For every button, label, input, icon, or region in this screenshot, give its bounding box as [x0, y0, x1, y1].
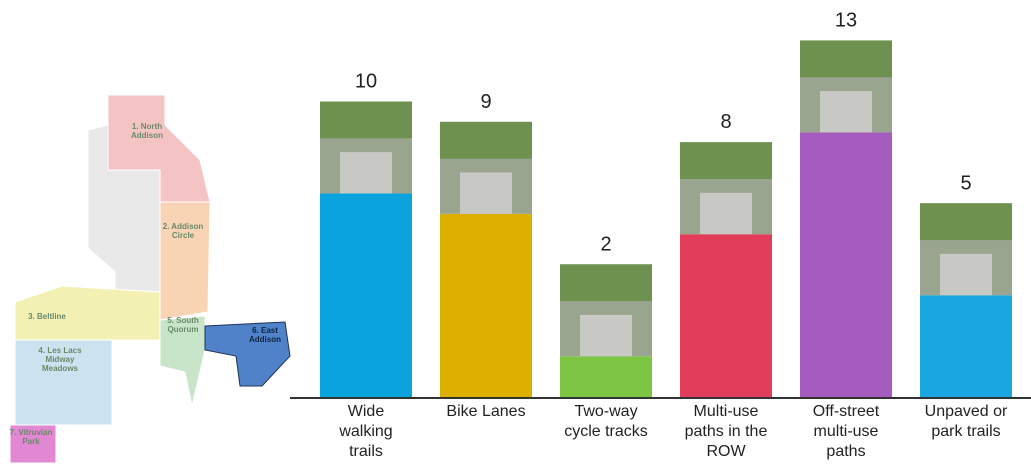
photo-path [700, 192, 752, 235]
photo-trees [560, 264, 652, 302]
x-tick-label: Two-way cycle tracks [564, 403, 648, 440]
value-label: 13 [835, 9, 857, 31]
value-label: 8 [720, 111, 731, 133]
x-tick-label: Off-street multi-use paths [812, 403, 880, 460]
photo-path [340, 152, 392, 194]
photo-trees [800, 40, 892, 78]
photo-path [820, 91, 872, 133]
x-tick-label: Wide walking trails [339, 403, 393, 460]
photo-trees [680, 142, 772, 179]
photo-trees [320, 101, 412, 139]
bar [320, 193, 412, 397]
value-label: 2 [600, 233, 611, 255]
map-region [159, 315, 206, 407]
map-region [159, 201, 211, 321]
bar [440, 213, 532, 397]
district-label: 6. East Addison [249, 326, 281, 344]
x-tick-label: Multi-use paths in the ROW [684, 403, 768, 460]
district-label: 5. South Quorum [167, 316, 199, 334]
value-label: 10 [355, 71, 377, 93]
map-region [14, 285, 161, 341]
value-label: 9 [480, 91, 491, 113]
map-region [204, 321, 291, 387]
bar [800, 132, 892, 397]
district-label: 4. Les Lacs Midway Meadows [38, 346, 82, 373]
district-label: 3. Beltline [28, 312, 66, 321]
value-label: 5 [960, 172, 971, 194]
map-region [14, 339, 113, 426]
x-tick-label: Bike Lanes [446, 403, 526, 420]
district-map [9, 94, 291, 464]
district-label: 7. Vitruvian Park [9, 428, 53, 446]
photo-trees [440, 121, 532, 159]
bar [680, 234, 772, 397]
photo-trees [920, 203, 1012, 241]
photo-path [940, 253, 992, 296]
x-tick-label: Unpaved or park trails [924, 403, 1008, 440]
bar [920, 295, 1012, 397]
map-region [9, 424, 57, 464]
photo-path [460, 172, 512, 214]
district-label: 1. North Addison [131, 122, 163, 140]
photo-path [580, 314, 632, 357]
bar [560, 356, 652, 397]
district-label: 2. Addison Circle [162, 222, 204, 240]
